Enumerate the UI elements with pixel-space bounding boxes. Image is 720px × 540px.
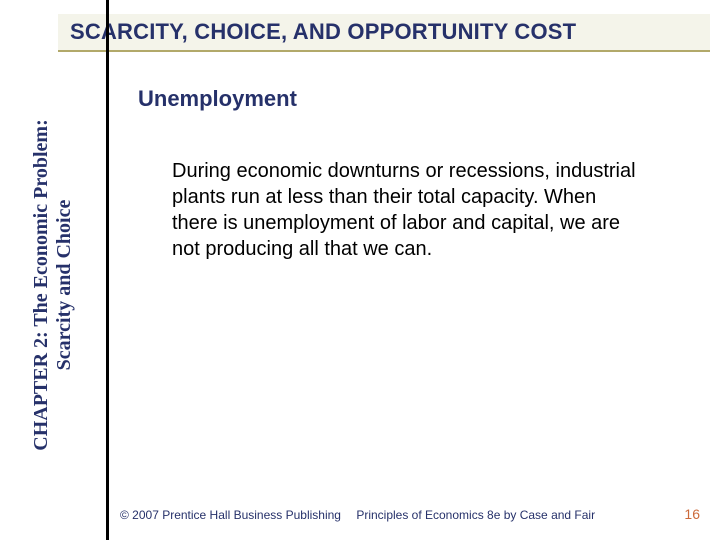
vertical-divider xyxy=(106,0,109,540)
sidebar: CHAPTER 2: The Economic Problem: Scarcit… xyxy=(0,0,106,540)
footer-copyright: © 2007 Prentice Hall Business Publishing xyxy=(120,508,341,522)
title-bar: SCARCITY, CHOICE, AND OPPORTUNITY COST xyxy=(58,14,710,52)
footer-source: Principles of Economics 8e by Case and F… xyxy=(356,508,595,522)
page-number: 16 xyxy=(684,506,700,522)
footer: © 2007 Prentice Hall Business Publishing… xyxy=(120,506,700,522)
footer-credits: © 2007 Prentice Hall Business Publishing… xyxy=(120,508,595,522)
chapter-label-line1: CHAPTER 2: The Economic Problem: xyxy=(30,119,53,450)
chapter-label: CHAPTER 2: The Economic Problem: Scarcit… xyxy=(30,119,76,450)
body-text: During economic downturns or recessions,… xyxy=(172,158,640,262)
slide-title: SCARCITY, CHOICE, AND OPPORTUNITY COST xyxy=(70,19,576,45)
chapter-label-line2: Scarcity and Choice xyxy=(53,119,76,450)
section-heading: Unemployment xyxy=(138,86,297,112)
slide: SCARCITY, CHOICE, AND OPPORTUNITY COST C… xyxy=(0,0,720,540)
